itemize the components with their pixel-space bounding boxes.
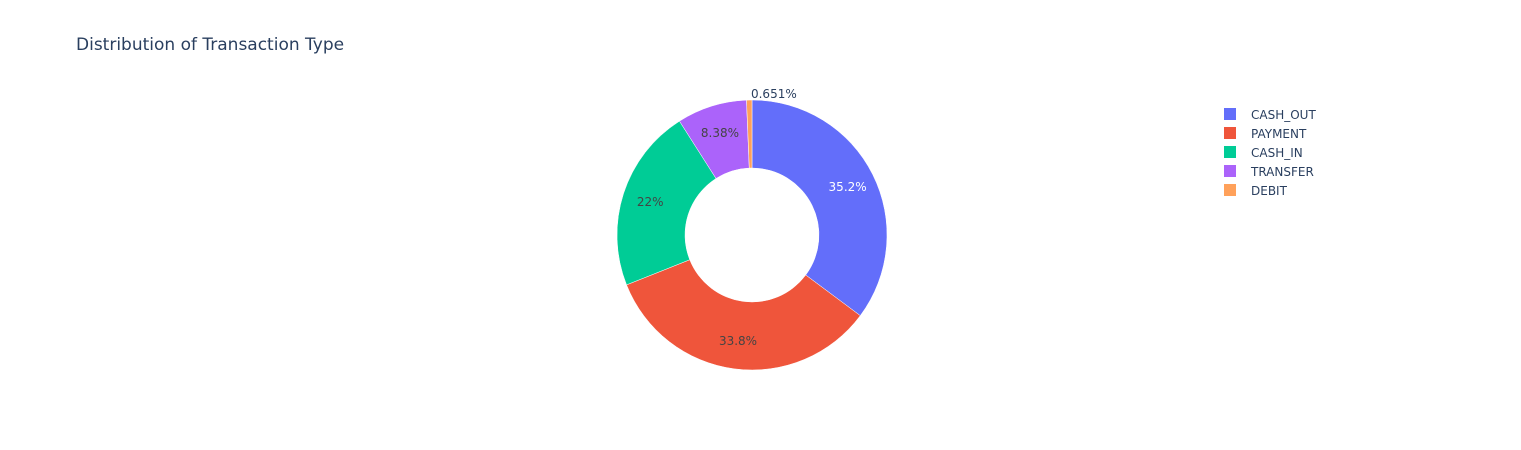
slice-payment[interactable] [626, 259, 861, 371]
legend-swatch-cash-out [1224, 108, 1236, 120]
legend-swatch-payment [1224, 127, 1236, 139]
legend-label-cash-in: CASH_IN [1251, 146, 1303, 160]
slice-labels: 35.2% 33.8% 22% 8.38% 0.651% [637, 87, 867, 348]
legend-swatch-debit [1224, 184, 1236, 196]
legend-item-cash-out[interactable]: CASH_OUT [1224, 108, 1316, 122]
legend-label-payment: PAYMENT [1251, 127, 1307, 141]
legend-item-cash-in[interactable]: CASH_IN [1224, 146, 1303, 160]
legend-label-transfer: TRANSFER [1250, 165, 1314, 179]
legend-item-payment[interactable]: PAYMENT [1224, 127, 1307, 141]
slice-cash-in[interactable] [616, 120, 717, 286]
slice-debit[interactable] [746, 99, 753, 169]
legend-item-debit[interactable]: DEBIT [1224, 184, 1288, 198]
legend-label-debit: DEBIT [1251, 184, 1288, 198]
pie-slices [616, 99, 888, 371]
slice-label-payment: 33.8% [719, 334, 757, 348]
slice-label-cash-out: 35.2% [829, 180, 867, 194]
legend-item-transfer[interactable]: TRANSFER [1224, 165, 1314, 179]
legend-label-cash-out: CASH_OUT [1251, 108, 1316, 122]
legend-swatch-cash-in [1224, 146, 1236, 158]
slice-cash-out[interactable] [751, 99, 888, 316]
slice-label-debit: 0.651% [751, 87, 797, 101]
slice-label-transfer: 8.38% [701, 126, 739, 140]
slice-label-cash-in: 22% [637, 195, 664, 209]
legend[interactable]: CASH_OUT PAYMENT CASH_IN TRANSFER DEBIT [1224, 108, 1316, 198]
legend-swatch-transfer [1224, 165, 1236, 177]
chart-title: Distribution of Transaction Type [76, 35, 344, 55]
